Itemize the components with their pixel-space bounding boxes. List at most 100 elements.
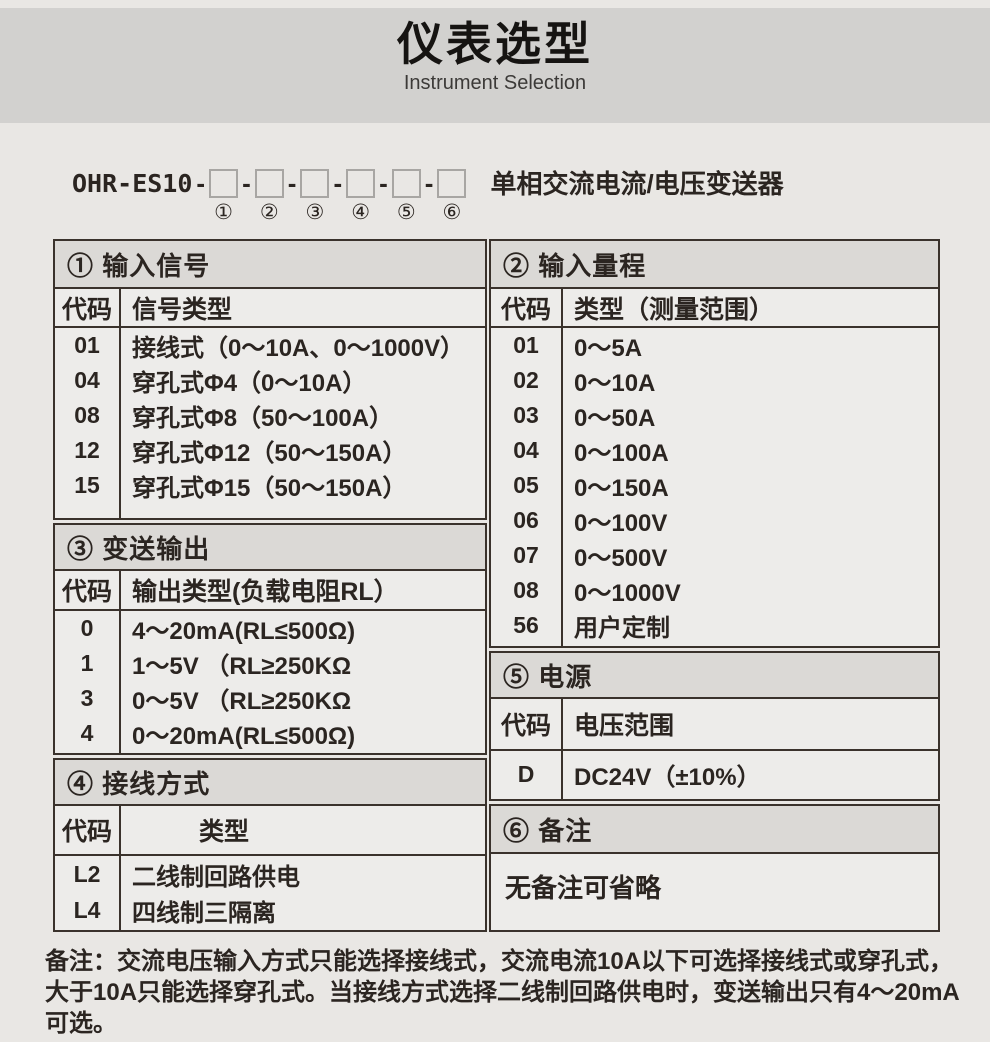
code-column-header: 代码 <box>500 295 551 324</box>
type-cell: 1～5V （RL≥250KΩ <box>132 653 352 680</box>
table-row: 02 0～10A <box>491 363 938 398</box>
code-cell: 3 <box>80 685 94 711</box>
section-header-input-signal: ① 输入信号 <box>55 241 485 289</box>
column-header-row: 代码 类型（测量范围） <box>491 289 938 328</box>
table-body: 0 4～20mA(RL≤500Ω) 1 1～5V （RL≥250KΩ 3 0～5V （RL… <box>55 611 485 753</box>
code-cell: 04 <box>74 367 100 393</box>
dash: - <box>242 168 251 198</box>
type-column-header: 信号类型 <box>119 289 485 326</box>
code-cell: 06 <box>513 507 539 533</box>
code-cell: 02 <box>513 367 539 393</box>
table-row: 05 0～150A <box>491 468 938 503</box>
type-cell: 0～1000V <box>574 580 681 607</box>
code-box-column: ⑤ <box>391 169 421 225</box>
type-column-header: 类型 <box>119 806 485 854</box>
section-header-remark: ⑥ 备注 <box>491 806 938 854</box>
position-number: ② <box>259 201 279 224</box>
table-power: ⑤ 电源 代码 电压范围 D DC24V（±10%） <box>489 651 940 801</box>
type-cell: 0～5A <box>574 335 643 362</box>
type-cell: 穿孔式Φ4（0～10A） <box>132 370 367 397</box>
type-cell: 4～20mA(RL≤500Ω) <box>132 618 356 645</box>
type-cell: 接线式（0～10A、0～1000V） <box>132 335 465 362</box>
type-cell: 穿孔式Φ8（50～100A） <box>132 405 394 432</box>
code-cell: 05 <box>513 472 539 498</box>
code-cell: 04 <box>513 437 539 463</box>
code-box <box>437 169 467 198</box>
table-body: 01 接线式（0～10A、0～1000V） 04 穿孔式Φ4（0～10A） 08 穿孔式Φ… <box>55 328 485 518</box>
type-cell: 0～10A <box>574 370 656 397</box>
code-column-header: 代码 <box>61 295 112 324</box>
code-cell: L2 <box>73 860 101 887</box>
code-column-header: 代码 <box>61 578 112 606</box>
code-cell: 56 <box>513 612 539 638</box>
code-box <box>209 169 239 198</box>
type-cell: 穿孔式Φ15（50～150A） <box>132 475 407 502</box>
code-box-column: ③ <box>300 169 330 225</box>
code-box-column: ① <box>209 169 239 225</box>
code-cell: 01 <box>74 332 100 358</box>
code-box-column: ⑥ <box>437 169 467 225</box>
model-code-boxes: -①-②-③-④-⑤-⑥ <box>192 168 467 225</box>
table-row: 01 接线式（0～10A、0～1000V） <box>55 328 485 363</box>
code-cell: L4 <box>73 896 101 923</box>
title-banner: 仪表选型 Instrument Selection <box>0 8 990 123</box>
section-header-output: ③ 变送输出 <box>55 525 485 571</box>
table-row: 0 4～20mA(RL≤500Ω) <box>55 611 485 646</box>
dash: - <box>333 168 343 198</box>
code-cell: 03 <box>513 402 539 428</box>
table-row: 03 0～50A <box>491 398 938 433</box>
footnote-line: 备注：交流电压输入方式只能选择接线式，交流电流10A以下可选择接线式或穿孔式， <box>45 948 954 975</box>
dash: - <box>379 168 388 198</box>
type-cell: 0～20mA(RL≤500Ω) <box>132 723 356 750</box>
type-cell: 0～150A <box>574 475 669 502</box>
remark-note: 无备注可省略 <box>505 873 662 903</box>
type-cell: 用户定制 <box>574 615 670 642</box>
code-column-header: 代码 <box>500 712 551 740</box>
section-header-wiring: ④ 接线方式 <box>55 760 485 806</box>
selection-tables: ① 输入信号 代码 信号类型 01 接线式（0～10A、0～1000V） 04 穿孔式… <box>53 239 990 932</box>
type-cell: 0～500V <box>574 545 668 572</box>
table-input-signal: ① 输入信号 代码 信号类型 01 接线式（0～10A、0～1000V） 04 穿孔式… <box>53 239 487 520</box>
code-box-column: ② <box>254 169 284 225</box>
type-cell: 四线制三隔离 <box>132 899 276 927</box>
table-row: 08 穿孔式Φ8（50～100A） <box>55 398 485 433</box>
table-row: 01 0～5A <box>491 328 938 363</box>
footnote: 备注：交流电压输入方式只能选择接线式，交流电流10A以下可选择接线式或穿孔式， 大… <box>45 946 960 1039</box>
code-cell: 0 <box>80 615 94 641</box>
code-cell: D <box>517 760 535 787</box>
code-box <box>391 169 421 198</box>
type-cell: 0～50A <box>574 405 656 432</box>
table-row: 06 0～100V <box>491 503 938 538</box>
table-body: 01 0～5A 02 0～10A 03 0～50A 04 0～100A 05 0～150A 06 0～… <box>491 328 938 646</box>
position-number: ⑤ <box>396 201 416 224</box>
code-cell: 15 <box>74 472 100 498</box>
table-row: 12 穿孔式Φ12（50～150A） <box>55 433 485 468</box>
type-cell: 0～100A <box>574 440 669 467</box>
dash: - <box>287 168 297 198</box>
code-cell: 07 <box>513 542 539 568</box>
table-row: L2 二线制回路供电 <box>55 856 485 892</box>
page-subtitle: Instrument Selection <box>403 71 587 94</box>
dash: - <box>196 168 206 198</box>
code-column-header: 代码 <box>61 818 112 846</box>
table-row: 04 穿孔式Φ4（0～10A） <box>55 363 485 398</box>
page-title: 仪表选型 <box>397 18 593 70</box>
position-number: ④ <box>351 201 371 224</box>
section-header-input-range: ② 输入量程 <box>491 241 938 289</box>
position-number: ③ <box>305 201 325 224</box>
table-body: D DC24V（±10%） <box>491 751 938 799</box>
column-header-row: 代码 信号类型 <box>55 289 485 328</box>
table-row: D DC24V（±10%） <box>491 751 938 797</box>
table-row: 4 0～20mA(RL≤500Ω) <box>55 716 485 751</box>
table-row: 56 用户定制 <box>491 608 938 643</box>
position-number: ① <box>214 201 233 224</box>
column-header-row: 代码 类型 <box>55 806 485 856</box>
dash: - <box>424 168 434 198</box>
table-row: L4 四线制三隔离 <box>55 892 485 928</box>
type-cell: 0～5V （RL≥250KΩ <box>132 688 352 715</box>
type-cell: 0～100V <box>574 510 668 537</box>
table-remark: ⑥ 备注 无备注可省略 <box>489 804 940 932</box>
code-box-column: ④ <box>346 169 376 225</box>
column-header-row: 代码 输出类型(负载电阻RL） <box>55 571 485 611</box>
footnote-line: 大于10A只能选择穿孔式。当接线方式选择二线制回路供电时，变送输出只有4～20m… <box>45 979 960 1006</box>
